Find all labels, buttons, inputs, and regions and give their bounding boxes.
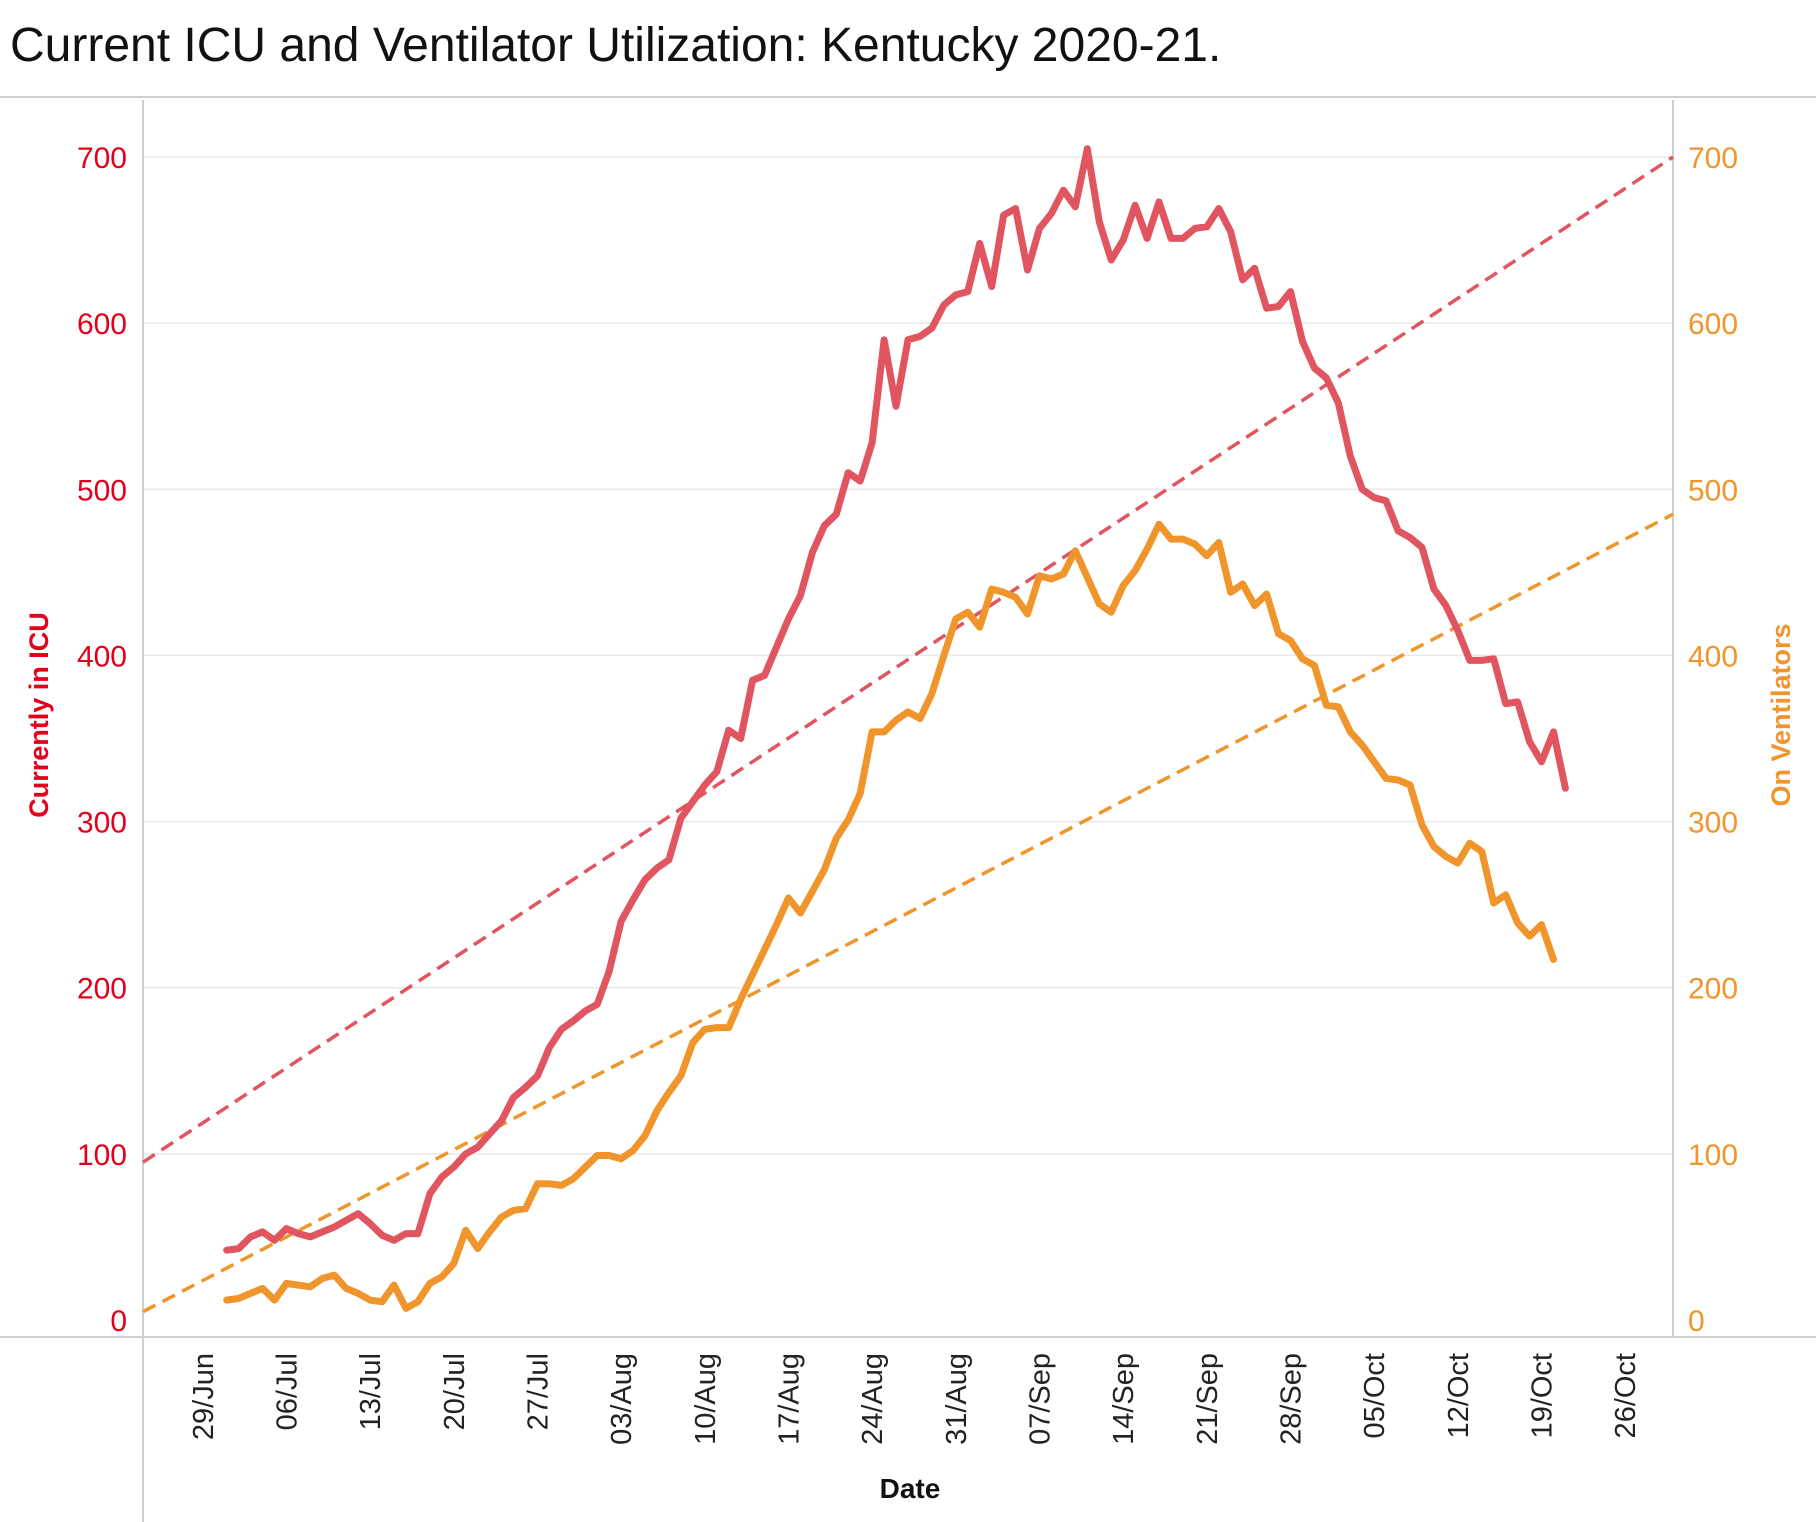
x-tick-label: 12/Oct <box>1443 1353 1475 1438</box>
x-tick-label: 17/Aug <box>774 1353 806 1445</box>
y-right-tick-label: 700 <box>1688 142 1738 175</box>
x-tick-label: 13/Jul <box>355 1353 387 1430</box>
x-tick-label: 26/Oct <box>1610 1353 1642 1438</box>
y-left-tick-label: 600 <box>77 308 127 341</box>
x-tick-label: 28/Sep <box>1276 1353 1308 1445</box>
vent-trendline <box>142 512 1674 1314</box>
x-tick-label: 20/Jul <box>439 1353 471 1430</box>
x-tick-label: 29/Jun <box>188 1353 220 1440</box>
y-right-tick-label: 600 <box>1688 308 1738 341</box>
y-left-tick-label: 400 <box>77 640 127 673</box>
x-tick-label: 31/Aug <box>941 1353 973 1445</box>
x-tick-label: 06/Jul <box>271 1353 303 1430</box>
x-axis-title: Date <box>880 1473 941 1504</box>
y-right-tick-label: 500 <box>1688 474 1738 507</box>
y-axis-right-title: On Ventilators <box>1766 623 1796 806</box>
icu-trendline <box>142 155 1674 1164</box>
trendlines <box>142 155 1674 1314</box>
y-right-tick-label: 400 <box>1688 640 1738 673</box>
x-tick-label: 14/Sep <box>1108 1353 1140 1445</box>
icu-series-line <box>223 145 1569 1254</box>
tick-labels: 0 100 200 300 400 500 600 700 0 100 200 300 400 500 60… <box>77 142 1738 1445</box>
x-tick-label: 07/Sep <box>1025 1353 1057 1445</box>
chart-title: Current ICU and Ventilator Utilization: … <box>10 19 1222 72</box>
y-right-tick-label: 300 <box>1688 807 1738 840</box>
x-tick-label: 10/Aug <box>690 1353 722 1445</box>
vent-series-line <box>223 520 1557 1312</box>
y-left-tick-label: 500 <box>77 474 127 507</box>
y-left-tick-label: 300 <box>77 807 127 840</box>
x-tick-label: 27/Jul <box>523 1353 555 1430</box>
y-left-tick-label: 700 <box>77 142 127 175</box>
x-tick-label: 24/Aug <box>857 1353 889 1445</box>
axes <box>0 100 1816 1522</box>
y-right-tick-label: 0 <box>1688 1305 1705 1338</box>
y-left-tick-label: 100 <box>77 1139 127 1172</box>
x-tick-label: 03/Aug <box>606 1353 638 1445</box>
y-left-tick-label: 200 <box>77 973 127 1006</box>
series-lines <box>223 145 1569 1312</box>
x-tick-label: 19/Oct <box>1527 1353 1559 1438</box>
x-tick-label: 05/Oct <box>1359 1353 1391 1438</box>
y-right-tick-label: 100 <box>1688 1139 1738 1172</box>
y-axis-left-title: Currently in ICU <box>24 612 54 818</box>
y-right-tick-label: 200 <box>1688 973 1738 1006</box>
y-left-tick-label: 0 <box>110 1305 127 1338</box>
x-tick-label: 21/Sep <box>1192 1353 1224 1445</box>
gridlines <box>143 156 1673 1155</box>
